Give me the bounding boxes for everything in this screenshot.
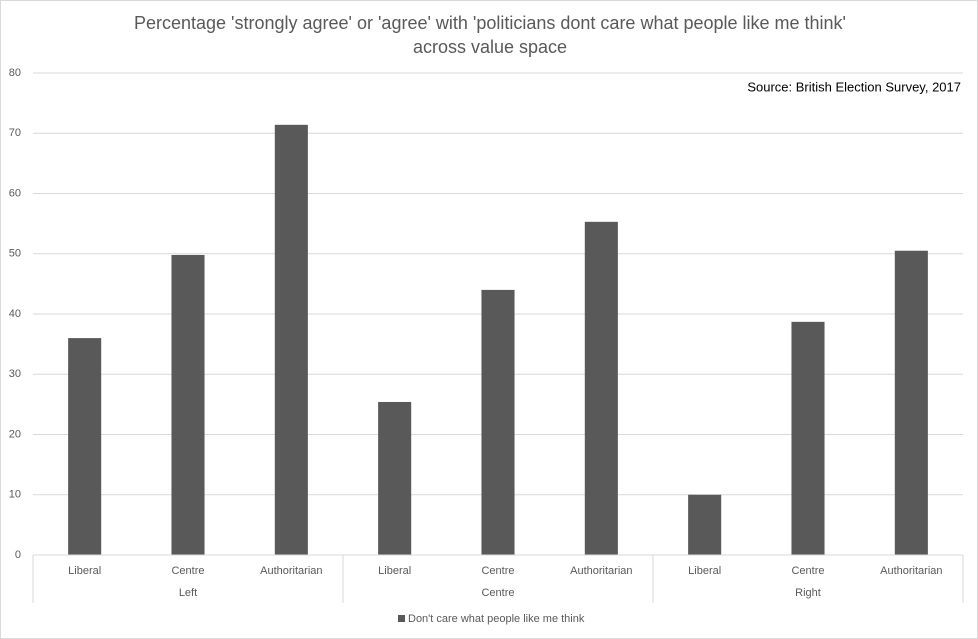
x-group-label: Right bbox=[795, 587, 821, 599]
bar bbox=[584, 221, 618, 555]
legend-swatch bbox=[398, 615, 405, 622]
y-tick-label: 60 bbox=[9, 187, 21, 199]
x-group-label: Centre bbox=[481, 587, 514, 599]
x-tick-label: Centre bbox=[481, 565, 514, 577]
bar bbox=[68, 338, 102, 555]
y-tick-label: 70 bbox=[9, 127, 21, 139]
legend-label: Don't care what people like me think bbox=[408, 613, 585, 625]
x-tick-label: Liberal bbox=[688, 565, 721, 577]
bar bbox=[274, 124, 308, 555]
chart-title: Percentage 'strongly agree' or 'agree' w… bbox=[133, 13, 846, 57]
y-tick-label: 0 bbox=[15, 549, 21, 561]
y-tick-label: 20 bbox=[9, 428, 21, 440]
bar bbox=[378, 401, 412, 555]
x-group-label: Left bbox=[179, 587, 197, 599]
y-tick-label: 40 bbox=[9, 308, 21, 320]
x-tick-label: Liberal bbox=[68, 565, 101, 577]
source-note: Source: British Election Survey, 2017 bbox=[747, 79, 961, 94]
x-tick-label: Centre bbox=[171, 565, 204, 577]
x-tick-label: Centre bbox=[791, 565, 824, 577]
y-tick-label: 50 bbox=[9, 248, 21, 260]
y-tick-label: 30 bbox=[9, 368, 21, 380]
y-tick-label: 10 bbox=[9, 489, 21, 501]
y-tick-label: 80 bbox=[9, 67, 21, 79]
bar bbox=[791, 321, 825, 555]
x-tick-label: Authoritarian bbox=[880, 565, 942, 577]
x-tick-label: Authoritarian bbox=[260, 565, 322, 577]
bar bbox=[688, 494, 722, 555]
bar bbox=[894, 250, 928, 556]
bar bbox=[481, 289, 515, 555]
bar bbox=[171, 254, 205, 555]
x-tick-label: Authoritarian bbox=[570, 565, 632, 577]
x-tick-label: Liberal bbox=[378, 565, 411, 577]
